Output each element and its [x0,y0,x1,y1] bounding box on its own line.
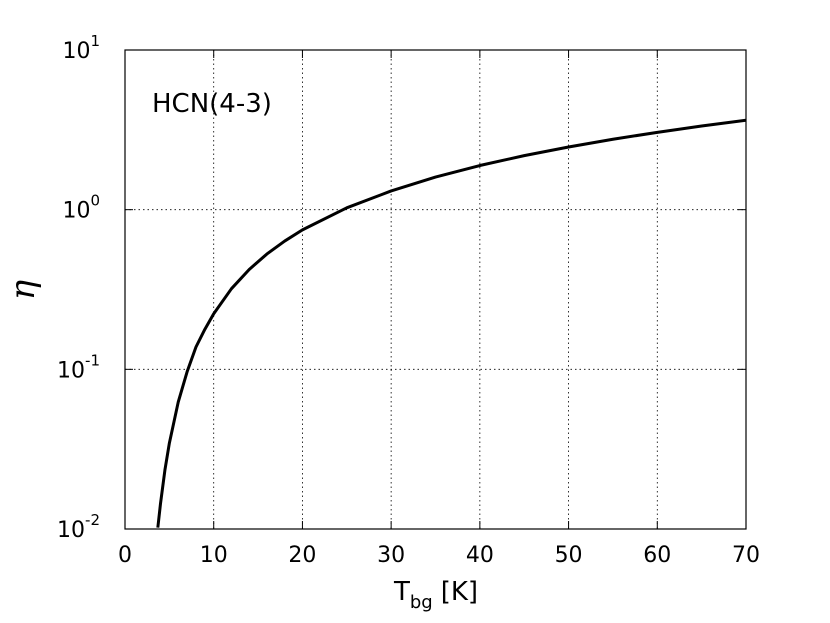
y-tick-base: 10 [57,518,85,543]
x-axis-label: Tbg [K] [393,577,478,613]
y-tick-label: 101 [62,32,100,64]
y-tick-exponent: -1 [85,351,100,369]
y-tick-label: 100 [62,192,100,224]
y-tick-base: 10 [57,358,85,383]
y-tick-exponent: 0 [90,192,100,210]
y-tick-label: 10-1 [57,351,100,383]
y-tick-label: 10-2 [57,511,100,543]
y-axis-label: η [3,279,43,300]
x-tick-label: 20 [288,543,316,568]
x-tick-label: 50 [555,543,583,568]
data-line [156,118,746,528]
y-tick-exponent: 1 [90,32,100,50]
x-tick-label: 70 [732,543,760,568]
plot-frame [124,49,747,530]
x-label-subscript: bg [410,592,433,613]
y-tick-base: 10 [62,39,90,64]
x-tick-label: 10 [200,543,228,568]
x-tick-label: 30 [377,543,405,568]
x-tick-label: 0 [118,543,132,568]
y-tick-base: 10 [62,199,90,224]
x-tick-label: 60 [643,543,671,568]
x-label-unit: [K] [441,577,478,607]
annotation: HCN(4-3) [152,89,272,119]
x-tick-label: 40 [466,543,494,568]
y-tick-exponent: -2 [85,511,100,529]
x-label-main: T [393,577,410,607]
